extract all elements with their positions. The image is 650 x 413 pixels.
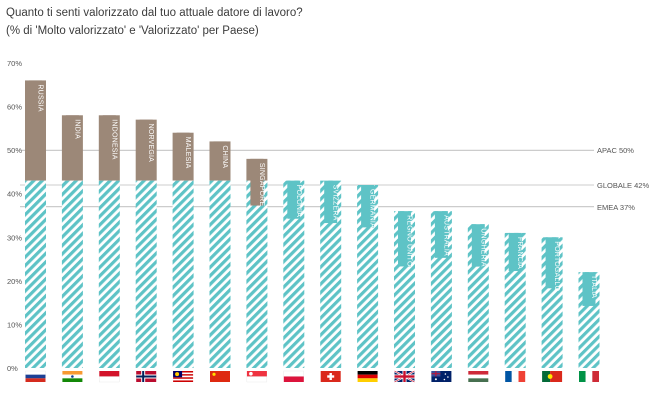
y-tick-label: 60%	[7, 103, 22, 112]
bar-label-strip	[250, 158, 264, 206]
bar-regno-unito: REGNO UNITO	[394, 211, 415, 368]
singapore-flag-icon	[246, 371, 268, 383]
chart-subtitle: (% di 'Molto valorizzato' e 'Valorizzato…	[6, 25, 259, 37]
bar-segment-hatched	[357, 185, 379, 368]
bar-label-strip	[176, 132, 190, 171]
bar-label-strip	[398, 211, 411, 267]
bar-segment-hatched	[209, 180, 231, 368]
bar-francia: FRANCIA	[504, 232, 526, 368]
bar-portogallo: PORTOGALLO	[541, 237, 563, 368]
bar-label-strip	[545, 237, 559, 289]
reference-line-label: EMEA 37%	[597, 203, 635, 212]
bar-category-label: RUSSIA	[37, 84, 44, 111]
malaysia-flag-icon	[173, 371, 194, 382]
bar-category-label: POLONIA	[295, 185, 302, 218]
bar-polonia: POLONIA	[283, 180, 305, 368]
bar-label-strip	[434, 211, 448, 258]
bar-category-label: INDONESIA	[110, 119, 117, 159]
reference-line-label: APAC 50%	[597, 146, 634, 155]
bar-label-strip	[287, 180, 301, 219]
bar-segment-hatched	[98, 180, 120, 368]
portugal-flag-icon	[542, 371, 563, 382]
y-tick-label: 30%	[7, 233, 22, 242]
australia-flag-icon	[431, 371, 452, 382]
bar-singapore: SINGAPORE	[246, 158, 268, 368]
bar-label-strip	[508, 232, 522, 272]
bar-malesia: MALESIA	[172, 132, 194, 368]
bar-label-strip	[29, 80, 42, 115]
russia-flag-icon	[25, 370, 46, 382]
bar-category-label: AUSTRALIA	[442, 215, 449, 256]
y-tick-label: 50%	[7, 146, 22, 155]
bar-label-strip	[324, 180, 338, 224]
hungary-flag-icon	[468, 371, 489, 382]
india-flag-icon	[62, 371, 83, 382]
switzerland-flag-icon	[320, 371, 341, 382]
norway-flag-icon	[136, 371, 157, 382]
china-flag-icon	[210, 371, 230, 382]
y-tick-label: 0%	[7, 364, 18, 373]
france-flag-icon	[505, 370, 526, 383]
bar-label-strip	[213, 141, 227, 171]
bar-category-label: SVIZZERA	[332, 185, 339, 221]
bar-label-strip	[582, 272, 596, 306]
bar-svizzera: SVIZZERA	[320, 180, 342, 368]
bar-ungheria: UNGHERIA	[467, 224, 489, 368]
chart-title: Quanto ti senti valorizzato dal tuo attu…	[6, 7, 303, 19]
bar-segment-hatched	[61, 180, 83, 368]
bar-category-label: MALESIA	[184, 137, 191, 169]
bar-australia: AUSTRALIA	[430, 211, 452, 368]
bar-russia: RUSSIA	[25, 80, 46, 368]
bar-category-label: NORVEGIA	[147, 124, 154, 163]
y-tick-label: 70%	[7, 59, 22, 68]
bar-india: INDIA	[61, 115, 83, 368]
y-tick-label: 40%	[7, 190, 22, 199]
bar-segment-hatched	[172, 180, 194, 368]
bar-china: CHINA	[209, 141, 231, 368]
bar-category-label: UNGHERIA	[479, 228, 486, 267]
bar-norvegia: NORVEGIA	[135, 119, 157, 368]
bar-category-label: SINGAPORE	[258, 163, 265, 207]
bar-label-strip	[65, 115, 79, 145]
bar-category-label: CHINA	[221, 145, 228, 168]
uk-flag-icon	[394, 370, 415, 383]
bar-segment-hatched	[135, 180, 157, 368]
y-tick-label: 20%	[7, 277, 22, 286]
bar-segment-hatched	[320, 180, 342, 368]
bar-segment-hatched	[246, 180, 268, 368]
indonesia-flag-icon	[99, 371, 120, 383]
bar-category-label: FRANCIA	[516, 237, 523, 269]
bar-segment-hatched	[283, 180, 305, 368]
bar-segment-hatched	[25, 180, 46, 368]
bar-indonesia: INDONESIA	[98, 115, 120, 368]
bar-category-label: INDIA	[73, 119, 80, 139]
bar-label-strip	[139, 119, 153, 163]
bar-category-label: GERMANIA	[369, 189, 376, 228]
bar-label-strip	[361, 185, 375, 228]
y-tick-label: 10%	[7, 320, 22, 329]
reference-line-label: GLOBALE 42%	[597, 181, 649, 190]
germany-flag-icon	[357, 371, 378, 382]
bar-label-strip	[471, 224, 485, 267]
bar-category-label: ITALIA	[590, 276, 597, 298]
bar-italia: ITALIA	[578, 272, 600, 368]
bar-category-label: REGNO UNITO	[406, 215, 413, 267]
bar-label-strip	[102, 115, 116, 162]
poland-flag-icon	[283, 370, 304, 382]
bar-germania: GERMANIA	[357, 185, 379, 368]
italy-flag-icon	[579, 370, 599, 383]
bar-category-label: PORTOGALLO	[553, 241, 560, 291]
